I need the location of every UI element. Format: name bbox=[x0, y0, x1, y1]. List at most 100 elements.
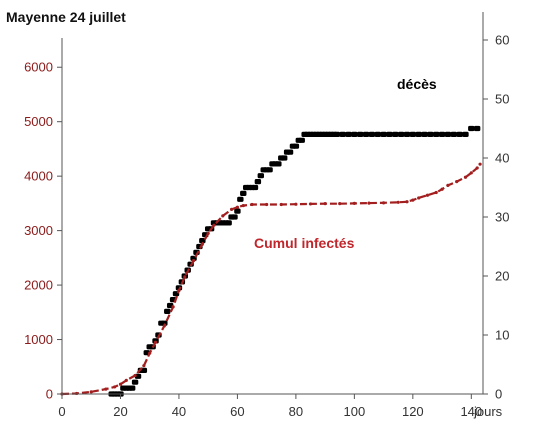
y-right-tick-label: 40 bbox=[495, 151, 509, 166]
data-point-cumul-infectes bbox=[417, 196, 421, 200]
data-point-deces bbox=[444, 131, 452, 137]
data-point-deces bbox=[234, 208, 241, 214]
data-point-cumul-infectes bbox=[235, 205, 240, 209]
x-tick-label: 0 bbox=[58, 404, 65, 419]
data-point-deces bbox=[251, 184, 259, 191]
y-left-tick-label: 3000 bbox=[24, 223, 53, 238]
data-point-deces bbox=[339, 131, 346, 137]
data-point-deces bbox=[403, 131, 411, 137]
data-point-deces bbox=[456, 131, 463, 137]
data-point-deces bbox=[473, 125, 481, 132]
annotation-deces: décès bbox=[397, 76, 437, 92]
data-point-deces bbox=[351, 131, 358, 137]
data-point-cumul-infectes bbox=[142, 364, 146, 368]
y-left-tick-label: 5000 bbox=[24, 114, 53, 129]
data-point-deces bbox=[415, 131, 422, 137]
x-tick-label: 80 bbox=[289, 404, 303, 419]
data-point-cumul-infectes bbox=[396, 200, 400, 204]
data-point-cumul-infectes bbox=[434, 190, 438, 195]
data-point-cumul-infectes bbox=[446, 183, 450, 188]
data-point-cumul-infectes bbox=[469, 171, 473, 175]
data-point-cumul-infectes bbox=[133, 373, 137, 378]
data-point-cumul-infectes bbox=[440, 187, 444, 191]
data-point-cumul-infectes bbox=[279, 202, 283, 207]
data-point-deces bbox=[280, 155, 288, 161]
data-point-cumul-infectes bbox=[191, 258, 196, 263]
data-point-deces bbox=[254, 179, 262, 185]
data-point-cumul-infectes bbox=[113, 385, 117, 389]
data-point-cumul-infectes bbox=[265, 202, 269, 207]
data-point-cumul-infectes bbox=[294, 202, 298, 206]
data-point-deces bbox=[468, 125, 475, 132]
data-point-cumul-infectes bbox=[475, 166, 479, 170]
data-point-deces bbox=[392, 131, 399, 137]
data-point-cumul-infectes bbox=[171, 305, 175, 309]
y-left-tick-label: 1000 bbox=[24, 332, 53, 347]
y-left-tick-label: 0 bbox=[46, 387, 53, 402]
x-tick-label: 140 bbox=[460, 404, 482, 419]
data-point-cumul-infectes bbox=[405, 200, 409, 204]
data-point-deces bbox=[292, 143, 300, 149]
data-point-deces bbox=[380, 131, 387, 137]
x-tick-label: 40 bbox=[172, 404, 186, 419]
data-point-deces bbox=[266, 167, 273, 173]
data-point-cumul-infectes bbox=[221, 214, 225, 218]
data-point-cumul-infectes bbox=[206, 231, 210, 235]
data-point-deces bbox=[225, 220, 232, 226]
data-point-cumul-infectes bbox=[89, 390, 93, 394]
y-left-tick-label: 2000 bbox=[24, 278, 53, 293]
data-point-cumul-infectes bbox=[323, 202, 327, 206]
data-point-cumul-infectes bbox=[148, 351, 152, 355]
data-point-deces bbox=[199, 238, 206, 244]
data-point-cumul-infectes bbox=[212, 223, 216, 227]
data-point-deces bbox=[397, 131, 405, 137]
data-point-cumul-infectes bbox=[162, 324, 166, 328]
data-point-cumul-infectes bbox=[75, 391, 79, 396]
data-point-deces bbox=[131, 379, 139, 385]
data-point-deces bbox=[386, 131, 393, 137]
data-point-deces bbox=[427, 131, 434, 137]
data-point-deces bbox=[374, 131, 381, 137]
data-point-deces bbox=[237, 196, 244, 202]
data-point-deces bbox=[368, 131, 376, 137]
data-point-cumul-infectes bbox=[352, 201, 356, 205]
data-point-cumul-infectes bbox=[153, 340, 158, 344]
x-axis-label: jours bbox=[473, 404, 503, 419]
data-point-deces bbox=[298, 137, 305, 143]
y-right-tick-label: 10 bbox=[495, 328, 509, 343]
data-point-cumul-infectes bbox=[241, 203, 245, 208]
y-left-tick-label: 6000 bbox=[24, 60, 53, 75]
data-point-cumul-infectes bbox=[177, 288, 181, 293]
data-point-cumul-infectes bbox=[200, 242, 204, 246]
data-point-deces bbox=[286, 149, 294, 155]
data-point-deces bbox=[231, 214, 238, 220]
x-tick-label: 60 bbox=[230, 404, 244, 419]
data-point-cumul-infectes bbox=[367, 201, 371, 205]
data-point-cumul-infectes bbox=[118, 382, 123, 386]
data-point-deces bbox=[450, 131, 457, 137]
data-point-cumul-infectes bbox=[308, 202, 313, 206]
data-point-deces bbox=[438, 131, 446, 137]
data-point-deces bbox=[462, 131, 469, 137]
data-point-cumul-infectes bbox=[338, 202, 342, 206]
data-point-cumul-infectes bbox=[183, 275, 187, 279]
data-point-deces bbox=[164, 308, 171, 314]
data-point-deces bbox=[240, 190, 247, 196]
annotation-cumul-infectes: Cumul infectés bbox=[254, 235, 355, 251]
x-tick-label: 20 bbox=[113, 404, 127, 419]
x-tick-label: 100 bbox=[344, 404, 366, 419]
data-point-deces bbox=[433, 131, 440, 137]
chart-title: Mayenne 24 juillet bbox=[6, 9, 126, 25]
data-point-cumul-infectes bbox=[478, 162, 482, 166]
data-point-cumul-infectes bbox=[104, 387, 108, 391]
data-point-cumul-infectes bbox=[124, 378, 128, 382]
y-right-tick-label: 0 bbox=[495, 387, 502, 402]
data-point-deces bbox=[257, 173, 265, 179]
data-point-cumul-infectes bbox=[250, 202, 254, 207]
series-line-cumul-infectes bbox=[61, 163, 481, 396]
y-left-tick-label: 4000 bbox=[24, 169, 53, 184]
data-point-deces bbox=[333, 131, 341, 137]
data-point-cumul-infectes bbox=[381, 201, 386, 205]
data-point-cumul-infectes bbox=[229, 207, 234, 211]
